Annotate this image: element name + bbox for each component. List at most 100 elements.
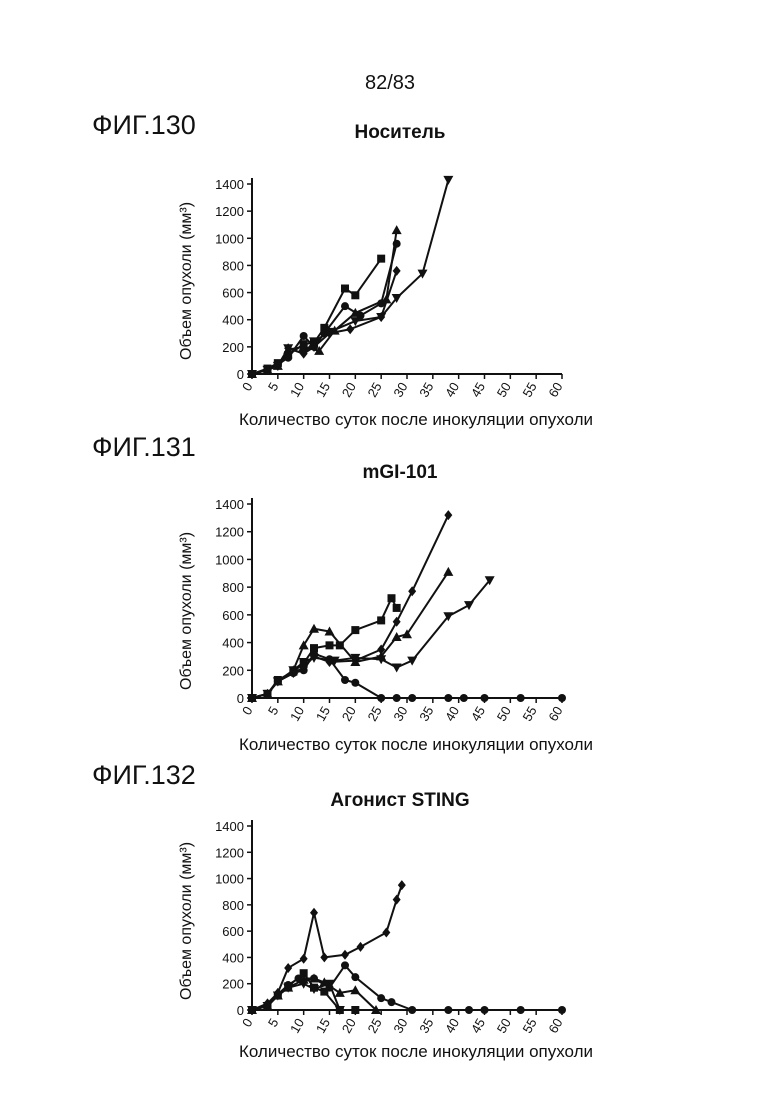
series-5 (248, 510, 452, 703)
x-tick-label: 15 (313, 1016, 333, 1036)
data-point (351, 291, 359, 299)
data-point (393, 604, 401, 612)
series-line (252, 965, 562, 1010)
x-tick-label: 15 (313, 704, 333, 724)
series-4 (247, 576, 495, 703)
y-axis-label-mgi101: Объем опухоли (мм³) (178, 532, 196, 690)
x-axis-label-sting-agonist: Количество суток после инокуляции опухол… (216, 1042, 616, 1062)
data-point (351, 973, 359, 981)
data-point (341, 302, 349, 310)
data-point (388, 998, 396, 1006)
x-tick-label: 15 (313, 380, 333, 400)
series-5 (248, 266, 401, 379)
y-tick-label: 1200 (215, 204, 244, 219)
series-line (252, 244, 397, 374)
x-tick-label: 35 (416, 1016, 436, 1036)
x-tick-label: 25 (365, 1016, 385, 1036)
data-point (320, 952, 328, 962)
x-tick-label: 55 (520, 1016, 540, 1036)
x-tick-label: 10 (287, 1016, 307, 1036)
y-axis-label-vehicle: Объем опухоли (мм³) (178, 202, 196, 360)
data-point (377, 616, 385, 624)
data-point (444, 694, 452, 702)
x-axis-label-mgi101: Количество суток после инокуляции опухол… (216, 735, 616, 755)
x-tick-label: 25 (365, 704, 385, 724)
x-tick-label: 60 (545, 704, 565, 724)
plot-area-vehicle: 0200400600800100012001400051015202530354… (215, 176, 565, 400)
data-point (393, 266, 401, 276)
y-tick-label: 800 (222, 580, 244, 595)
data-point (341, 950, 349, 960)
data-point (351, 1006, 359, 1014)
x-tick-label: 0 (239, 380, 256, 394)
y-tick-label: 200 (222, 977, 244, 992)
x-tick-label: 45 (468, 1016, 488, 1036)
series-4 (247, 176, 453, 379)
x-tick-label: 55 (520, 704, 540, 724)
y-tick-label: 1400 (215, 819, 244, 834)
data-point (357, 942, 365, 952)
series-line (252, 180, 448, 374)
data-point (460, 694, 468, 702)
x-tick-label: 20 (339, 704, 359, 724)
data-point (350, 985, 360, 994)
data-point (377, 694, 385, 702)
y-tick-label: 800 (222, 258, 244, 273)
data-point (351, 679, 359, 687)
x-tick-label: 5 (265, 1016, 282, 1030)
y-tick-label: 400 (222, 636, 244, 651)
series-line (252, 580, 490, 698)
y-tick-label: 200 (222, 663, 244, 678)
data-point (299, 640, 309, 649)
data-point (300, 332, 308, 340)
data-point (392, 664, 402, 673)
y-tick-label: 1000 (215, 872, 244, 887)
x-tick-label: 50 (494, 1016, 514, 1036)
data-point (284, 963, 292, 973)
plot-area-sting-agonist: 0200400600800100012001400051015202530354… (215, 819, 566, 1036)
y-tick-label: 0 (237, 691, 244, 706)
series-line (252, 515, 448, 698)
y-tick-label: 400 (222, 313, 244, 328)
data-point (465, 1006, 473, 1014)
x-tick-label: 10 (287, 380, 307, 400)
data-point (341, 285, 349, 293)
data-point (464, 601, 474, 610)
data-point (444, 1006, 452, 1014)
x-tick-label: 5 (265, 704, 282, 718)
data-point (346, 324, 354, 334)
chart-title-mgi101: mGI-101 (250, 462, 550, 484)
plot-area-mgi101: 0200400600800100012001400051015202530354… (215, 497, 566, 724)
y-tick-label: 600 (222, 608, 244, 623)
data-point (326, 641, 334, 649)
data-point (300, 954, 308, 964)
series-1 (248, 255, 385, 378)
x-tick-label: 35 (416, 704, 436, 724)
data-point (398, 880, 406, 890)
data-point (310, 644, 318, 652)
x-tick-label: 0 (239, 704, 256, 718)
x-tick-label: 45 (468, 380, 488, 400)
data-point (382, 927, 390, 937)
data-point (481, 694, 489, 702)
y-tick-label: 1000 (215, 231, 244, 246)
data-point (392, 225, 402, 234)
x-tick-label: 50 (494, 380, 514, 400)
y-tick-label: 200 (222, 340, 244, 355)
data-point (443, 567, 453, 576)
x-axis-label-vehicle: Количество суток после инокуляции опухол… (216, 410, 616, 430)
data-point (517, 1006, 525, 1014)
data-point (309, 624, 319, 633)
x-tick-label: 30 (390, 704, 410, 724)
x-tick-label: 10 (287, 704, 307, 724)
y-tick-label: 800 (222, 898, 244, 913)
data-point (320, 988, 328, 996)
x-tick-label: 40 (442, 380, 462, 400)
data-point (558, 694, 566, 702)
x-tick-label: 25 (365, 380, 385, 400)
data-point (393, 694, 401, 702)
data-point (408, 694, 416, 702)
x-tick-label: 60 (545, 1016, 565, 1036)
series-1 (248, 650, 566, 702)
